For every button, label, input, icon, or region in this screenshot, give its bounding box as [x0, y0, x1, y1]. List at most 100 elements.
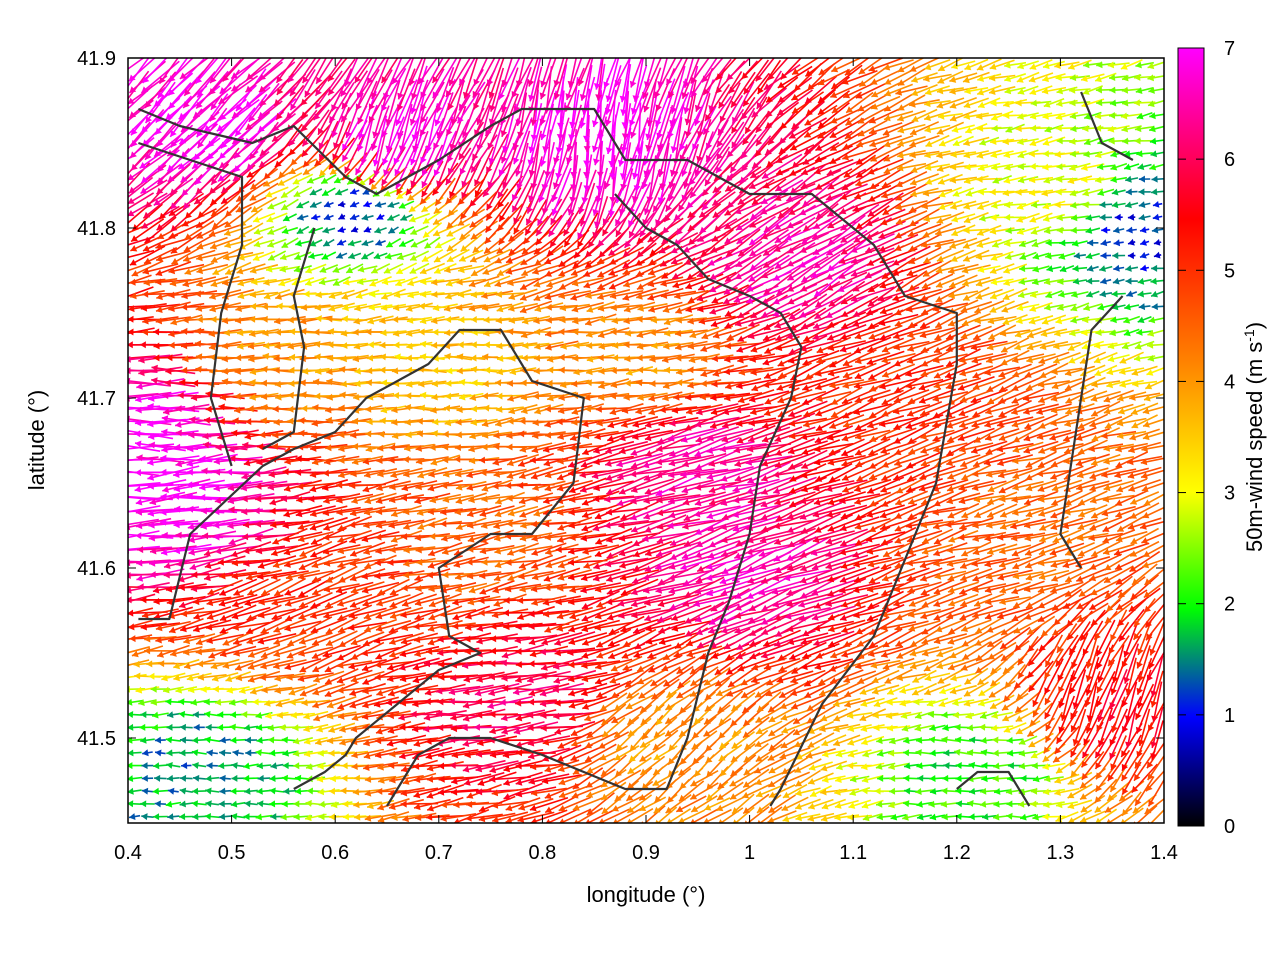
wind-arrow-head	[193, 775, 199, 782]
wind-arrow-head	[284, 511, 291, 518]
wind-arrow-head	[518, 430, 524, 437]
wind-arrow-head	[142, 788, 148, 795]
wind-arrow-head	[981, 775, 987, 782]
wind-arrow-head	[978, 678, 985, 684]
wind-arrow-head	[217, 711, 223, 718]
wind-arrow-head	[192, 737, 198, 744]
wind-arrow-head	[732, 742, 739, 748]
wind-arrow-head	[406, 431, 412, 438]
wind-arrow-head	[540, 648, 546, 655]
wind-arrow-head	[694, 511, 701, 518]
wind-arrow-head	[192, 800, 198, 807]
wind-arrow-head	[257, 737, 263, 744]
wind-arrow-head	[606, 509, 612, 516]
wind-arrow-head	[167, 724, 173, 731]
wind-arrow-head	[1037, 470, 1043, 477]
wind-arrow-head	[463, 766, 470, 773]
wind-arrow-head	[193, 711, 199, 718]
wind-arrow-head	[128, 623, 134, 630]
wind-arrow-head	[109, 511, 116, 518]
wind-arrow-head	[293, 762, 299, 769]
wind-arrow-head	[181, 610, 187, 617]
wind-arrow-head	[117, 637, 124, 644]
wind-arrow-head	[244, 813, 250, 820]
wind-arrow-head	[226, 469, 232, 476]
wind-arrow-head	[993, 814, 999, 821]
wind-arrow-head	[354, 775, 360, 782]
wind-arrow-head	[329, 788, 335, 795]
wind-arrow-head	[375, 547, 382, 554]
wind-arrow-head	[306, 800, 312, 807]
wind-arrow-head	[230, 724, 236, 731]
wind-arrow-head	[378, 431, 384, 438]
wind-arrow-head	[423, 726, 429, 733]
wind-arrow-head	[980, 801, 986, 808]
wind-arrow-head	[180, 724, 186, 731]
wind-arrow-head	[231, 801, 238, 808]
wind-arrow-head	[149, 442, 155, 449]
wind-arrow-head	[230, 711, 236, 718]
wind-arrow-head	[516, 648, 522, 655]
wind-arrow-head	[1032, 762, 1038, 769]
wind-arrow-head	[943, 762, 949, 769]
wind-arrow-head	[282, 737, 288, 744]
wind-arrow-head	[155, 737, 161, 744]
wind-arrow-head	[365, 776, 371, 783]
wind-arrow-head	[915, 788, 921, 795]
wind-arrow-head	[1006, 800, 1012, 807]
wind-arrow-head	[982, 813, 988, 820]
wind-arrow-head	[425, 698, 431, 705]
wind-arrow-head	[217, 724, 223, 731]
wind-arrow-head	[180, 775, 186, 782]
wind-arrow-head	[942, 775, 948, 782]
wind-arrow-head	[109, 493, 115, 500]
wind-arrow-head	[544, 460, 551, 467]
wind-arrow-head	[231, 775, 237, 782]
wind-arrow-head	[437, 724, 443, 731]
wind-arrow-head	[466, 801, 472, 808]
wind-arrow-head	[450, 762, 456, 769]
wind-arrow-head	[194, 724, 200, 731]
wind-arrow-head	[352, 763, 358, 770]
wind-arrow-head	[245, 418, 251, 425]
wind-arrow-head	[187, 506, 193, 513]
wind-arrow-head	[205, 813, 211, 820]
wind-arrow-head	[889, 788, 895, 795]
wind-arrow-head	[162, 486, 169, 493]
wind-arrow-head	[665, 717, 672, 723]
wind-arrow-head	[967, 749, 973, 756]
wind-arrow-head	[569, 702, 576, 709]
wind-arrow-head	[283, 762, 289, 769]
wind-arrow-head	[601, 794, 608, 800]
wind-arrow-head	[110, 467, 116, 474]
wind-arrow-head	[942, 711, 948, 718]
wind-arrow-head	[257, 443, 263, 450]
wind-arrow-head	[219, 775, 225, 782]
wind-arrow-head	[505, 559, 511, 566]
wind-arrow-head	[256, 749, 262, 756]
wind-arrow-head	[993, 750, 999, 757]
wind-arrow-head	[941, 788, 947, 795]
wind-arrow-head	[464, 636, 470, 643]
wind-arrow-head	[258, 775, 264, 782]
wind-arrow-head	[482, 444, 488, 451]
wind-arrow-head	[257, 800, 263, 807]
wind-arrow-head	[452, 648, 458, 655]
wind-arrow-head	[947, 547, 953, 554]
wind-arrow-head	[178, 698, 184, 705]
wind-arrow-head	[139, 724, 145, 731]
wind-arrow-head	[340, 787, 346, 794]
wind-arrow-head	[353, 789, 359, 796]
wind-arrow-head	[137, 546, 143, 553]
wind-arrow-head	[956, 762, 962, 769]
wind-arrow-head	[969, 737, 975, 744]
wind-arrow-head	[158, 660, 164, 667]
wind-arrow-head	[1007, 750, 1013, 757]
wind-arrow-head	[490, 635, 496, 642]
wind-arrow-head	[427, 776, 433, 783]
wind-arrow-head	[956, 800, 962, 807]
wind-arrow-head	[493, 432, 499, 439]
wind-arrow-head	[154, 598, 160, 605]
wind-arrow-head	[243, 775, 249, 782]
wind-arrow-head	[215, 699, 221, 706]
